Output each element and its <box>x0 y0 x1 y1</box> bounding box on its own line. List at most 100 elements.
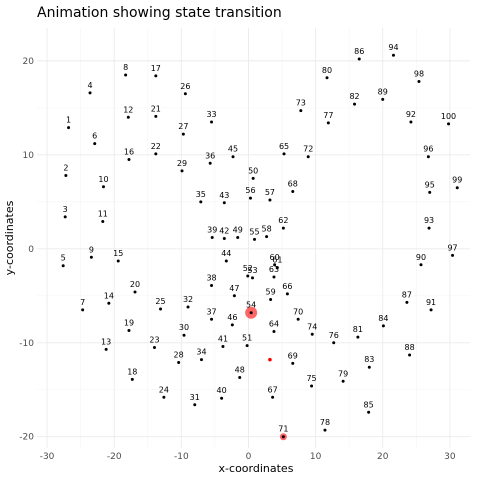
grid <box>37 28 470 448</box>
point-label: 100 <box>441 112 456 121</box>
point-label: 95 <box>425 180 435 189</box>
point-label: 87 <box>402 290 412 299</box>
point-label: 51 <box>242 334 252 343</box>
point-label: 18 <box>127 367 137 376</box>
point-label: 58 <box>261 225 271 234</box>
data-point <box>296 317 300 321</box>
point-label: 32 <box>183 295 193 304</box>
data-point <box>130 377 134 381</box>
data-point <box>180 169 184 173</box>
data-point <box>408 353 412 357</box>
data-point <box>427 226 431 230</box>
point-label: 38 <box>206 273 216 282</box>
data-point <box>89 255 93 259</box>
data-point <box>126 115 130 119</box>
data-point <box>208 161 212 165</box>
data-point <box>186 305 190 309</box>
axis-ticks: -30 -20 -10 0 10 20 30 -20 -10 0 10 20 <box>19 57 456 462</box>
point-label: 9 <box>89 245 94 254</box>
point-label: 70 <box>293 307 303 316</box>
data-point <box>236 236 240 240</box>
data-point <box>272 275 276 279</box>
y-tick-label: 20 <box>23 57 35 67</box>
point-label: 5 <box>61 254 66 263</box>
point-label: 15 <box>113 249 123 258</box>
data-point <box>238 376 242 380</box>
point-label: 73 <box>296 99 306 108</box>
data-point <box>253 237 257 241</box>
point-label: 50 <box>248 166 258 175</box>
data-point <box>353 102 357 106</box>
data-point <box>325 76 329 80</box>
point-label: 12 <box>123 105 133 114</box>
data-point <box>248 196 252 200</box>
data-point <box>154 74 158 78</box>
point-label: 45 <box>228 145 238 154</box>
point-label: 19 <box>124 319 134 328</box>
point-label: 88 <box>404 343 414 352</box>
point-label: 61 <box>272 256 282 265</box>
data-point <box>133 290 137 294</box>
point-label: 17 <box>151 64 161 73</box>
data-point <box>275 266 279 270</box>
point-label: 33 <box>206 110 216 119</box>
data-point <box>63 215 67 219</box>
highlight-markers <box>245 306 287 441</box>
point-label: 4 <box>87 81 92 90</box>
data-point <box>152 345 156 349</box>
data-point <box>199 358 203 362</box>
point-label: 44 <box>221 249 231 258</box>
point-label: 2 <box>63 164 68 173</box>
data-point <box>159 307 163 311</box>
point-label: 47 <box>229 284 239 293</box>
data-point <box>67 126 71 130</box>
point-label: 69 <box>288 351 298 360</box>
point-label: 98 <box>414 70 424 79</box>
data-point <box>428 190 432 194</box>
data-point <box>101 185 105 189</box>
data-point <box>210 317 214 321</box>
data-point <box>265 235 269 239</box>
point-label: 10 <box>98 175 108 184</box>
data-point <box>281 226 285 230</box>
data-point <box>162 395 166 399</box>
data-point <box>104 347 108 351</box>
point-label: 80 <box>322 66 332 75</box>
data-point <box>419 263 423 267</box>
data-point <box>310 384 314 388</box>
point-label: 49 <box>233 226 243 235</box>
point-label: 85 <box>364 400 374 409</box>
y-axis-title: y-coordinates <box>3 200 16 275</box>
point-label: 97 <box>447 243 457 252</box>
x-tick-label: 10 <box>310 452 322 462</box>
data-points: 1234567891011121314151617181920212223242… <box>61 43 462 439</box>
point-label: 90 <box>416 253 426 262</box>
data-point <box>182 333 186 337</box>
x-tick-label: 20 <box>377 452 389 462</box>
point-label: 82 <box>349 92 359 101</box>
data-point <box>127 329 131 333</box>
data-point <box>116 259 120 263</box>
data-point <box>268 198 272 202</box>
point-label: 24 <box>159 385 169 394</box>
data-point <box>210 236 214 240</box>
data-point <box>154 152 158 156</box>
point-label: 36 <box>205 151 215 160</box>
point-label: 16 <box>124 148 134 157</box>
data-point <box>341 379 345 383</box>
point-label: 29 <box>177 159 187 168</box>
point-label: 54 <box>246 301 256 310</box>
data-point <box>299 109 303 113</box>
point-label: 76 <box>329 331 339 340</box>
point-label: 83 <box>364 355 374 364</box>
data-point <box>181 132 185 136</box>
point-label: 55 <box>249 227 259 236</box>
data-point <box>282 152 286 156</box>
data-point <box>107 301 111 305</box>
point-label: 53 <box>247 266 257 275</box>
data-point <box>281 435 285 439</box>
data-point <box>367 365 371 369</box>
point-label: 92 <box>406 110 416 119</box>
x-tick-label: -20 <box>107 452 122 462</box>
